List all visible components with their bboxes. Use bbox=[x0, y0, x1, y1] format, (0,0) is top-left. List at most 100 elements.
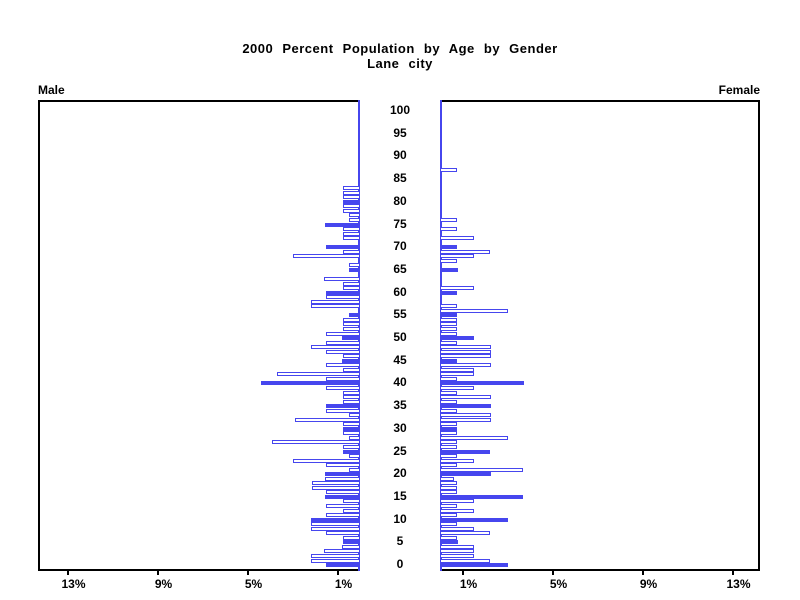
bar-male-age-7 bbox=[326, 531, 361, 536]
bar-male-age-37 bbox=[343, 395, 360, 399]
bar-male-age-51 bbox=[326, 331, 361, 336]
chart-title: 2000 Percent Population by Age by Gender bbox=[242, 41, 558, 56]
bar-male-age-48 bbox=[310, 345, 360, 350]
bar-male-age-14 bbox=[343, 499, 360, 504]
bar-male-age-77 bbox=[348, 213, 361, 218]
bar-male-age-0 bbox=[326, 563, 361, 567]
bar-male-age-20 bbox=[325, 472, 360, 477]
bar-female-age-15 bbox=[440, 494, 524, 499]
bar-female-age-74 bbox=[440, 227, 457, 231]
bar-male-age-11 bbox=[326, 513, 361, 518]
bar-female-age-14 bbox=[440, 499, 474, 504]
bar-male-age-38 bbox=[343, 390, 360, 395]
age-tick-label-15: 15 bbox=[393, 488, 407, 503]
age-tick-label-55: 55 bbox=[393, 307, 407, 322]
bar-male-age-10 bbox=[310, 517, 360, 522]
bar-female-age-1 bbox=[440, 558, 490, 563]
bar-female-age-17 bbox=[440, 485, 457, 490]
bar-female-age-24 bbox=[440, 454, 457, 458]
bar-female-age-26 bbox=[440, 445, 457, 449]
age-tick-label-0: 0 bbox=[396, 557, 404, 571]
bar-female-age-20 bbox=[440, 472, 491, 477]
bar-female-age-35 bbox=[440, 404, 491, 409]
male-tick-5% bbox=[246, 571, 249, 575]
bar-female-age-72 bbox=[440, 236, 474, 241]
male-tick-9% bbox=[156, 571, 159, 575]
bar-female-age-3 bbox=[440, 549, 474, 554]
age-tick-label-60: 60 bbox=[393, 284, 407, 299]
bar-male-age-60 bbox=[326, 290, 361, 295]
bar-female-age-49 bbox=[440, 340, 457, 345]
bar-female-age-52 bbox=[440, 326, 457, 331]
bar-male-age-6 bbox=[343, 535, 360, 540]
bar-female-age-60 bbox=[440, 290, 457, 295]
bar-female-age-12 bbox=[440, 508, 474, 513]
bar-male-age-52 bbox=[343, 326, 360, 331]
male-panel-label: Male bbox=[38, 83, 65, 97]
female-tick-label-1%: 1% bbox=[459, 577, 478, 591]
age-tick-label-65: 65 bbox=[393, 261, 407, 276]
male-tick-label-13%: 13% bbox=[61, 577, 86, 591]
bar-male-age-34 bbox=[326, 408, 361, 413]
age-tick-label-100: 100 bbox=[389, 103, 411, 117]
bar-female-age-51 bbox=[440, 331, 457, 336]
bar-female-age-23 bbox=[440, 458, 474, 463]
female-tick-13% bbox=[731, 571, 734, 575]
bar-male-age-70 bbox=[326, 245, 361, 250]
bar-female-age-10 bbox=[440, 517, 508, 522]
female-panel-label: Female bbox=[718, 83, 760, 97]
bar-male-age-26 bbox=[343, 445, 360, 449]
male-tick-1% bbox=[336, 571, 339, 575]
bar-female-age-39 bbox=[440, 385, 474, 390]
bar-male-age-46 bbox=[343, 354, 360, 359]
bar-female-age-7 bbox=[440, 531, 490, 536]
male-zero-axis-line bbox=[358, 100, 360, 571]
bar-female-age-45 bbox=[440, 358, 457, 363]
bar-female-age-29 bbox=[440, 431, 457, 436]
bar-male-age-80 bbox=[342, 199, 360, 204]
female-panel-box bbox=[440, 100, 760, 571]
bar-male-age-73 bbox=[343, 231, 360, 236]
bar-male-age-81 bbox=[342, 195, 360, 200]
bar-male-age-40 bbox=[261, 381, 360, 386]
bar-female-age-48 bbox=[440, 345, 491, 350]
bar-female-age-19 bbox=[440, 476, 454, 481]
age-tick-label-25: 25 bbox=[393, 443, 407, 458]
bar-male-age-30 bbox=[343, 426, 360, 431]
female-tick-label-9%: 9% bbox=[639, 577, 658, 591]
bar-female-age-87 bbox=[440, 168, 457, 172]
bar-male-age-66 bbox=[348, 263, 361, 268]
male-tick-label-1%: 1% bbox=[334, 577, 353, 591]
bar-female-age-27 bbox=[440, 440, 457, 445]
bar-male-age-57 bbox=[310, 304, 360, 309]
bar-female-age-25 bbox=[440, 449, 490, 454]
female-tick-label-13%: 13% bbox=[726, 577, 751, 591]
bar-male-age-9 bbox=[310, 522, 360, 527]
bar-female-age-67 bbox=[440, 258, 457, 263]
chart-subtitle: Lane city bbox=[367, 56, 433, 71]
bar-female-age-65 bbox=[440, 267, 458, 272]
age-tick-label-95: 95 bbox=[393, 125, 407, 140]
age-tick-label-80: 80 bbox=[393, 193, 407, 208]
age-tick-label-50: 50 bbox=[393, 330, 407, 344]
bar-female-age-37 bbox=[440, 395, 491, 399]
bar-male-age-42 bbox=[276, 372, 361, 377]
bar-male-age-43 bbox=[343, 367, 360, 372]
bar-female-age-42 bbox=[440, 372, 474, 377]
bar-female-age-8 bbox=[440, 526, 474, 531]
bar-male-age-27 bbox=[272, 440, 361, 445]
bar-male-age-1 bbox=[310, 558, 360, 563]
male-panel-box bbox=[38, 100, 360, 571]
bar-male-age-58 bbox=[310, 299, 360, 304]
bar-female-age-9 bbox=[440, 522, 457, 527]
age-tick-label-85: 85 bbox=[393, 171, 407, 186]
bar-female-age-54 bbox=[440, 317, 457, 322]
bar-female-age-0 bbox=[440, 563, 508, 567]
bar-male-age-50 bbox=[342, 336, 360, 340]
bar-male-age-32 bbox=[294, 417, 361, 422]
bar-female-age-76 bbox=[440, 218, 457, 222]
age-tick-label-30: 30 bbox=[393, 420, 407, 435]
bar-male-age-78 bbox=[343, 208, 360, 213]
female-tick-5% bbox=[551, 571, 554, 575]
bar-male-age-24 bbox=[348, 454, 361, 458]
